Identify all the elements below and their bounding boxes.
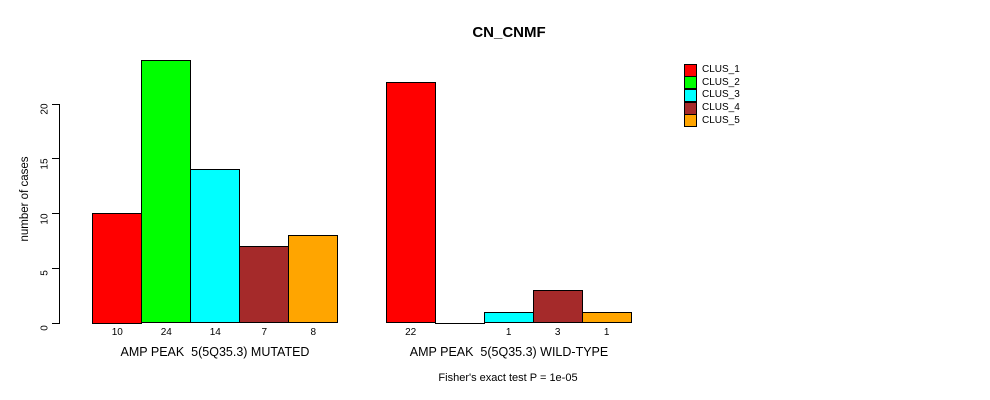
bar-value-label: 3	[554, 326, 561, 338]
legend-item-clus_2: CLUS_2	[684, 76, 740, 90]
bar-clus_4	[239, 245, 290, 324]
bar-value-label: 10	[111, 326, 123, 338]
bar-clus_5	[288, 234, 339, 324]
y-tick-mark	[52, 322, 59, 324]
legend-swatch-icon	[684, 114, 697, 128]
y-tick-mark	[52, 158, 59, 160]
bar-clus_1	[385, 81, 436, 324]
legend-swatch-icon	[684, 88, 697, 102]
legend-item-clus_5: CLUS_5	[684, 114, 740, 128]
legend-swatch-icon	[684, 63, 697, 77]
legend-swatch-icon	[684, 101, 697, 115]
y-axis-line	[59, 103, 60, 324]
bar-value-label: 8	[310, 326, 317, 338]
bar-zero-clus_2	[434, 322, 485, 324]
bar-value-label: 24	[160, 326, 172, 338]
y-tick-mark	[52, 267, 59, 269]
group-label-wild-type: AMP PEAK 5(5Q35.3) WILD-TYPE	[409, 345, 609, 359]
bar-clus_5	[581, 311, 632, 324]
legend-item-clus_1: CLUS_1	[684, 63, 740, 77]
y-tick-mark	[52, 103, 59, 105]
legend-swatch-icon	[684, 76, 697, 90]
bar-value-label: 1	[603, 326, 610, 338]
bar-clus_2	[141, 59, 192, 324]
legend-label: CLUS_1	[702, 64, 740, 76]
legend-label: CLUS_4	[702, 102, 740, 114]
bar-clus_3	[483, 311, 534, 324]
legend-item-clus_4: CLUS_4	[684, 101, 740, 115]
legend-label: CLUS_2	[702, 76, 740, 88]
bar-value-label: 14	[209, 326, 221, 338]
legend-label: CLUS_5	[702, 114, 740, 126]
bar-clus_3	[190, 169, 241, 324]
chart-title: CN_CNMF	[472, 24, 546, 41]
bar-value-label: 7	[261, 326, 268, 338]
bar-value-label: 1	[505, 326, 512, 338]
bar-clus_4	[532, 289, 583, 324]
legend: CLUS_1 CLUS_2 CLUS_3 CLUS_4 CLUS_5	[684, 63, 740, 128]
fisher-test-footnote: Fisher's exact test P = 1e-05	[438, 372, 578, 384]
bar-clus_1	[92, 213, 143, 324]
group-label-mutated: AMP PEAK 5(5Q35.3) MUTATED	[120, 345, 310, 359]
legend-label: CLUS_3	[702, 89, 740, 101]
bar-value-label: 22	[405, 326, 417, 338]
y-tick-mark	[52, 213, 59, 214]
legend-item-clus_3: CLUS_3	[684, 88, 740, 102]
